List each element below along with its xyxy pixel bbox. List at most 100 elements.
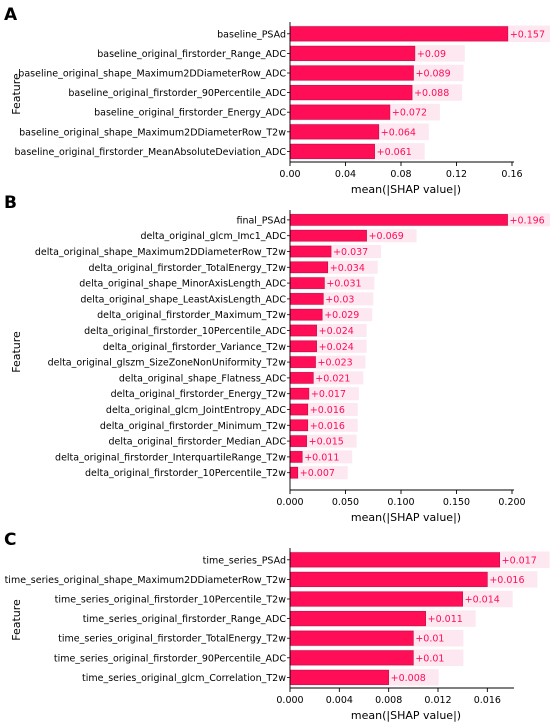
x-tick-label: 0.000 <box>276 497 303 508</box>
category-label: time_series_original_firstorder_Range_AD… <box>83 614 287 625</box>
x-tick-label: 0.004 <box>326 695 353 706</box>
bar-value-label: +0.007 <box>300 468 335 479</box>
bar-value-label: +0.089 <box>415 69 450 80</box>
x-tick-label: 0.150 <box>443 497 470 508</box>
bar <box>289 571 488 587</box>
bar <box>289 591 463 607</box>
bar <box>289 630 414 646</box>
y-axis-title: Feature <box>10 73 23 115</box>
bar <box>289 26 509 42</box>
x-tick-label: 0.04 <box>335 169 356 180</box>
bar <box>289 340 317 353</box>
bar <box>289 261 329 274</box>
category-label: delta_original_shape_Flatness_ADC <box>119 373 286 384</box>
category-label: delta_original_firstorder_Variance_T2w <box>103 342 286 353</box>
bar-value-label: +0.03 <box>325 294 354 305</box>
category-label: delta_original_firstorder_TotalEnergy_T2… <box>88 263 286 274</box>
panel-label: B <box>4 193 17 213</box>
x-tick-label: 0.12 <box>446 169 467 180</box>
bar <box>289 293 324 305</box>
category-label: time_series_original_glcm_Correlation_T2… <box>82 673 286 684</box>
bar <box>289 324 317 337</box>
bar-value-label: +0.157 <box>510 29 545 40</box>
category-label: delta_original_firstorder_Maximum_T2w <box>97 310 286 321</box>
y-axis-title: Feature <box>10 599 23 641</box>
category-label: time_series_original_firstorder_10Percen… <box>55 595 287 606</box>
y-axis-title: Feature <box>10 331 23 373</box>
category-label: delta_original_firstorder_10Percentile_A… <box>84 326 286 337</box>
category-label: time_series_original_firstorder_90Percen… <box>54 653 287 664</box>
bar <box>289 229 367 242</box>
category-label: baseline_original_firstorder_90Percentil… <box>68 88 286 99</box>
bar-value-label: +0.024 <box>319 342 354 353</box>
bar-value-label: +0.029 <box>324 310 359 321</box>
panel-a: A +0.157 baseline_PSAd +0.09 baseline_origin… <box>4 5 550 196</box>
category-label: delta_original_firstorder_InterquartileR… <box>55 452 286 463</box>
x-tick-label: 0.008 <box>375 695 402 706</box>
bar-band <box>290 466 348 480</box>
bar-value-label: +0.061 <box>377 147 412 158</box>
category-label: baseline_original_firstorder_Energy_ADC <box>94 108 286 119</box>
panel-c: C +0.017 time_series_PSAd +0.016 time_series… <box>4 530 550 722</box>
x-tick-label: 0.012 <box>424 695 451 706</box>
bar-value-label: +0.017 <box>311 389 346 400</box>
x-axis-title: mean(|SHAP value|) <box>351 709 461 722</box>
x-tick-label: 0.100 <box>387 497 414 508</box>
category-label: delta_original_glcm_Imc1_ADC <box>141 231 287 242</box>
bar <box>289 451 303 463</box>
bar-value-label: +0.072 <box>392 108 427 119</box>
category-label: delta_original_glszm_SizeZoneNonUniformi… <box>48 358 287 369</box>
category-label: time_series_original_shape_Maximum2DDiam… <box>5 575 287 586</box>
bar <box>289 435 307 447</box>
bar-value-label: +0.016 <box>310 421 345 432</box>
bar-value-label: +0.196 <box>510 215 545 226</box>
bar-value-label: +0.01 <box>415 634 444 645</box>
category-label: baseline_original_firstorder_Range_ADC <box>97 49 286 60</box>
bar <box>289 143 375 159</box>
x-tick-label: 0.016 <box>474 695 501 706</box>
category-label: delta_original_firstorder_Minimum_T2w <box>100 421 286 432</box>
bar-value-label: +0.034 <box>330 263 365 274</box>
bar <box>289 387 310 400</box>
bar <box>289 308 323 321</box>
bar <box>289 403 309 416</box>
bar <box>289 85 413 101</box>
category-label: time_series_PSAd <box>203 555 286 566</box>
bar-value-label: +0.09 <box>417 49 446 60</box>
bar-value-label: +0.015 <box>309 437 344 448</box>
bar <box>289 356 316 368</box>
bar <box>289 45 416 61</box>
bar <box>289 552 500 568</box>
bar <box>289 611 426 627</box>
bar-value-label: +0.069 <box>369 231 404 242</box>
bar-value-label: +0.017 <box>502 555 537 566</box>
category-label: final_PSAd <box>236 215 286 226</box>
bar-value-label: +0.031 <box>326 279 361 290</box>
bar <box>289 419 309 432</box>
bar-value-label: +0.011 <box>304 452 339 463</box>
bar-value-label: +0.064 <box>381 127 416 138</box>
bar <box>289 214 508 226</box>
bar-value-label: +0.014 <box>465 595 500 606</box>
bar-value-label: +0.01 <box>415 653 444 664</box>
category-label: delta_original_firstorder_Energy_T2w <box>111 389 287 400</box>
category-label: delta_original_firstorder_Median_ADC <box>109 437 287 448</box>
category-label: delta_original_shape_MinorAxisLength_ADC <box>79 279 286 290</box>
bar-value-label: +0.037 <box>333 247 368 258</box>
panel-b: B +0.196 final_PSAd +0.069 delta_original_gl… <box>4 193 550 524</box>
bar-value-label: +0.021 <box>315 373 350 384</box>
x-axis-title: mean(|SHAP value|) <box>351 511 461 524</box>
bar-value-label: +0.024 <box>319 326 354 337</box>
bar <box>289 650 414 666</box>
bar <box>289 65 414 81</box>
category-label: delta_original_shape_Maximum2DDiameterRo… <box>35 247 286 258</box>
bar <box>289 124 380 140</box>
x-axis-title: mean(|SHAP value|) <box>351 183 461 196</box>
category-label: delta_original_shape_LeastAxisLength_ADC <box>80 294 286 305</box>
x-tick-label: 0.16 <box>501 169 522 180</box>
bar-value-label: +0.011 <box>428 614 463 625</box>
bar <box>289 277 325 289</box>
panel-label: C <box>4 530 16 550</box>
x-tick-label: 0.00 <box>279 169 300 180</box>
